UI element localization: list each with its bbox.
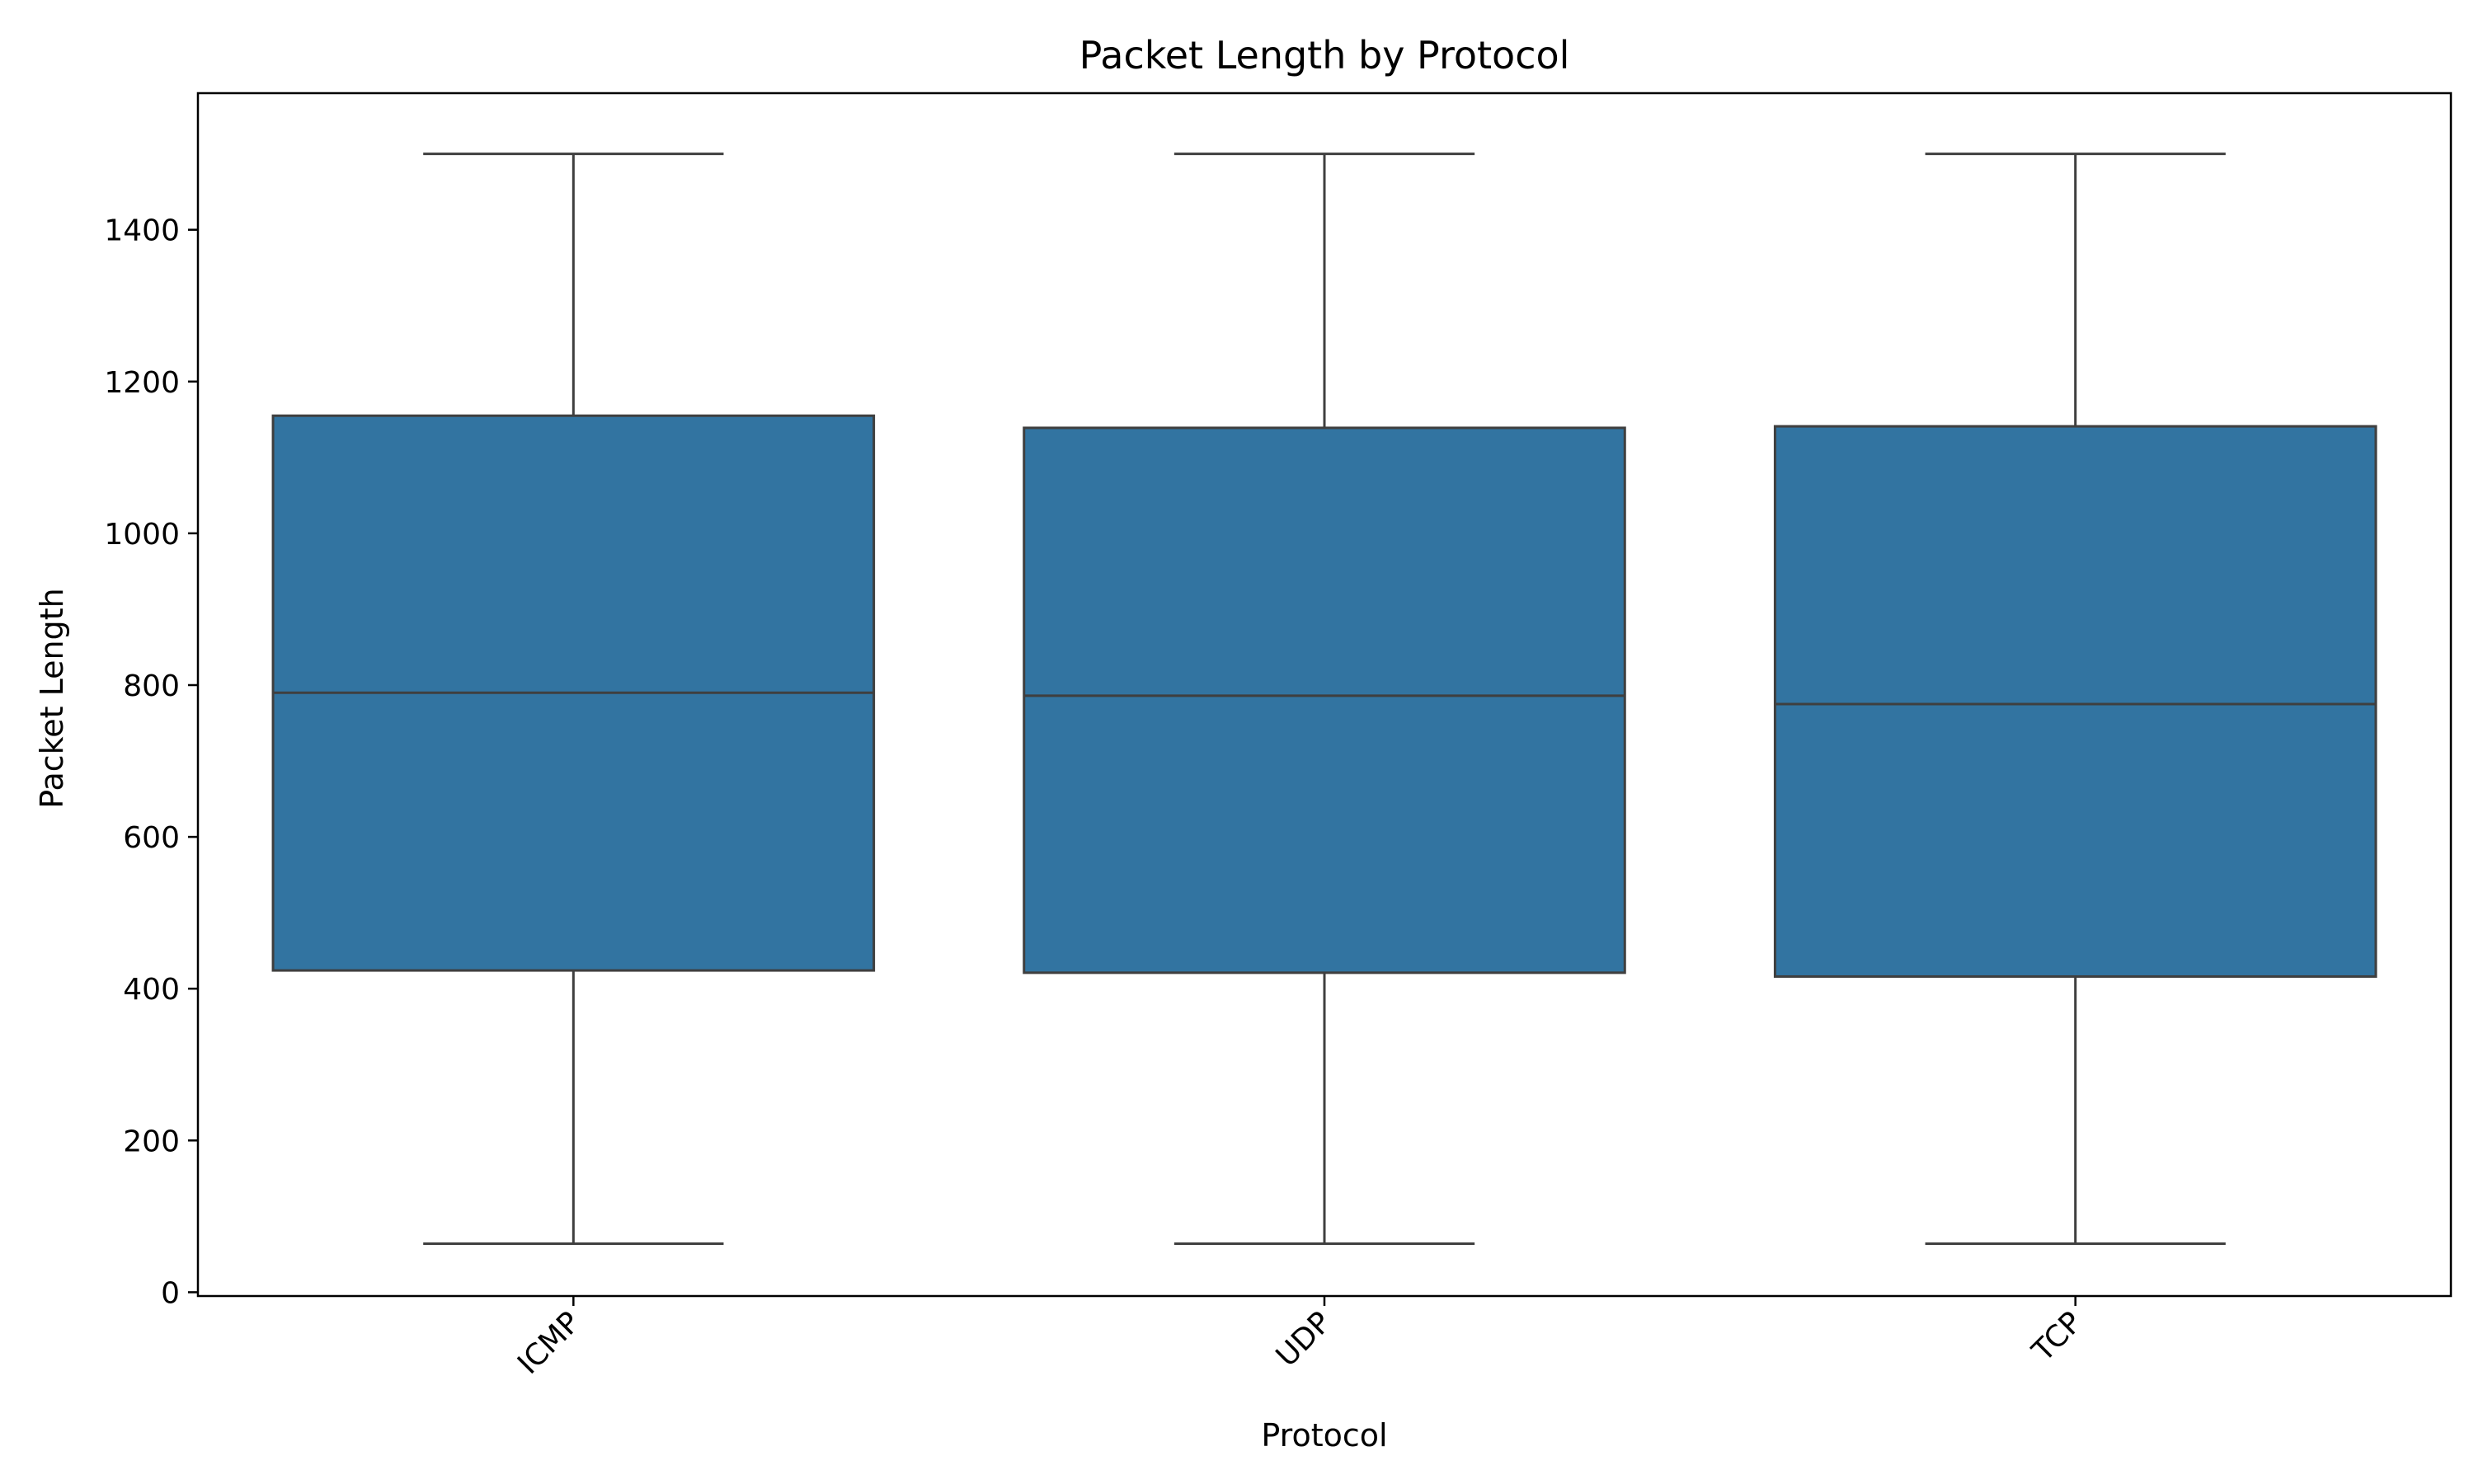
y-tick-label: 200 [123,1125,180,1158]
plot-area-frame [196,92,2453,1298]
y-tick-label: 1400 [104,214,180,248]
y-tick-label: 600 [123,821,180,855]
y-tick-label: 0 [161,1276,180,1310]
y-axis-label: Packet Length [34,588,70,808]
iqr-box [1023,426,1626,974]
iqr-box [1773,425,2378,978]
box-group-icmp [271,153,876,1245]
x-axis-label: Protocol [1261,1417,1387,1453]
y-axis-ticks: 0 200 400 600 800 1000 1200 1400 [104,214,198,1310]
x-tick-label-udp: UDP [1270,1305,1338,1374]
x-axis-ticks: ICMP UDP TCP [511,1296,2089,1381]
x-tick-label-tcp: TCP [2025,1305,2089,1369]
y-tick-label: 800 [123,669,180,703]
y-tick-label: 400 [123,973,180,1007]
x-tick-label-icmp: ICMP [511,1305,587,1381]
boxes-layer [271,153,2378,1245]
y-tick-label: 1000 [104,518,180,552]
y-tick-label: 1200 [104,366,180,400]
chart-title: Packet Length by Protocol [1079,33,1570,77]
box-group-tcp [1773,153,2378,1245]
box-group-udp [1023,153,1626,1245]
